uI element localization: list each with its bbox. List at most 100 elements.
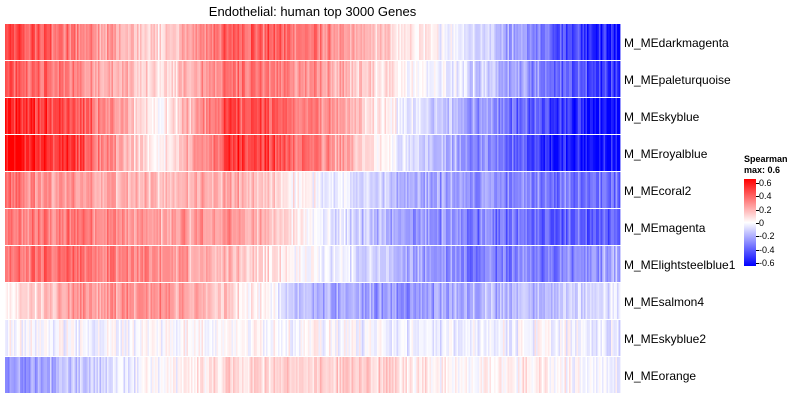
heatmap-cell: [386, 209, 388, 245]
heatmap-cell: [90, 320, 93, 356]
heatmap-cell: [561, 320, 564, 356]
heatmap-cell: [290, 98, 292, 134]
heatmap-cell: [104, 98, 106, 134]
heatmap-cell: [89, 209, 91, 245]
heatmap-cell: [359, 135, 361, 171]
heatmap-cell: [149, 357, 151, 393]
heatmap-cell: [521, 283, 523, 319]
heatmap-cell: [398, 61, 400, 97]
heatmap-cell: [314, 24, 316, 60]
heatmap-cell: [461, 172, 463, 208]
heatmap-cell: [71, 98, 73, 134]
heatmap-cell: [504, 172, 507, 208]
heatmap-cell: [429, 135, 432, 171]
heatmap-cell: [519, 135, 522, 171]
heatmap-cell: [33, 172, 36, 208]
heatmap-cell: [539, 61, 541, 97]
heatmap-cell: [435, 61, 438, 97]
heatmap-cell: [47, 135, 49, 171]
heatmap-cell: [309, 61, 312, 97]
heatmap-cell: [183, 246, 186, 282]
heatmap-cell: [164, 24, 166, 60]
heatmap-cell: [422, 357, 424, 393]
heatmap-cell: [246, 98, 249, 134]
heatmap-cell: [443, 246, 445, 282]
heatmap-cell: [195, 172, 198, 208]
heatmap-cell: [161, 61, 163, 97]
heatmap-cell: [15, 357, 18, 393]
heatmap-cell: [308, 209, 310, 245]
heatmap-cell: [513, 357, 516, 393]
heatmap-cell: [234, 209, 237, 245]
heatmap-cell: [60, 98, 63, 134]
heatmap-cell: [516, 135, 519, 171]
heatmap-cell: [65, 357, 67, 393]
heatmap-cell: [189, 357, 192, 393]
heatmap-cell: [266, 320, 268, 356]
heatmap-cell: [251, 98, 253, 134]
heatmap-cell: [438, 320, 441, 356]
heatmap-cell: [156, 98, 159, 134]
heatmap-cell: [323, 283, 325, 319]
heatmap-cell: [398, 24, 400, 60]
heatmap-cell: [30, 24, 33, 60]
heatmap-cell: [509, 246, 511, 282]
heatmap-cell: [90, 172, 93, 208]
heatmap-cell: [17, 209, 19, 245]
heatmap-cell: [407, 172, 409, 208]
heatmap-cell: [390, 24, 393, 60]
heatmap-cell: [552, 320, 555, 356]
heatmap-cell: [221, 357, 223, 393]
heatmap-cell: [141, 283, 144, 319]
heatmap-cell: [540, 320, 543, 356]
heatmap-cell: [594, 283, 597, 319]
heatmap-cell: [314, 135, 316, 171]
heatmap-cell: [381, 209, 384, 245]
heatmap-cell: [89, 172, 91, 208]
heatmap-cell: [12, 357, 15, 393]
heatmap-cell: [179, 357, 181, 393]
heatmap-cell: [507, 98, 510, 134]
heatmap-cell: [582, 24, 585, 60]
heatmap-cell: [552, 98, 555, 134]
heatmap-cell: [609, 246, 612, 282]
heatmap-cell: [461, 98, 463, 134]
heatmap-cell: [588, 246, 591, 282]
heatmap-cell: [431, 61, 433, 97]
heatmap-cell: [42, 320, 45, 356]
heatmap-cell: [69, 98, 72, 134]
heatmap-cell: [41, 283, 43, 319]
heatmap-cell: [503, 357, 505, 393]
heatmap-cell: [92, 172, 94, 208]
heatmap-cell: [239, 246, 241, 282]
heatmap-cell: [35, 320, 37, 356]
heatmap-cell: [600, 357, 603, 393]
heatmap-row-M_MEmagenta: [5, 209, 621, 245]
heatmap-cell: [351, 24, 354, 60]
heatmap-cell: [137, 61, 139, 97]
heatmap-cell: [228, 283, 231, 319]
heatmap-cell: [432, 209, 435, 245]
heatmap-cell: [123, 246, 126, 282]
heatmap-cell: [551, 24, 553, 60]
heatmap-row-M_MEskyblue: [5, 98, 621, 134]
heatmap-cell: [182, 135, 184, 171]
heatmap-cell: [344, 246, 346, 282]
heatmap-cell: [152, 24, 154, 60]
heatmap-cell: [149, 209, 151, 245]
heatmap-cell: [152, 246, 154, 282]
heatmap-cell: [86, 172, 88, 208]
heatmap-cell: [458, 283, 460, 319]
heatmap-cell: [579, 172, 582, 208]
heatmap-cell: [98, 209, 100, 245]
heatmap-cell: [414, 357, 417, 393]
heatmap-cell: [251, 357, 253, 393]
heatmap-cell: [500, 98, 502, 134]
heatmap-cell: [338, 98, 340, 134]
heatmap-cell: [174, 61, 177, 97]
heatmap-cell: [518, 98, 520, 134]
heatmap-cell: [338, 24, 340, 60]
heatmap-cell: [155, 246, 157, 282]
heatmap-cell: [593, 283, 595, 319]
heatmap-cell: [581, 24, 583, 60]
